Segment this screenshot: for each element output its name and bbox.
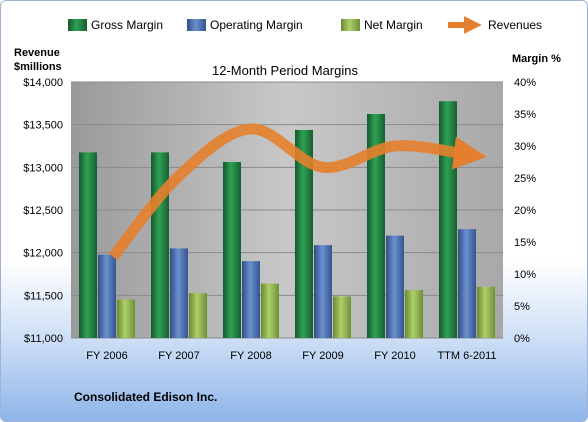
net-margin-bar <box>477 286 495 338</box>
gross-margin-bar <box>439 101 457 338</box>
legend-label-operating: Operating Margin <box>210 18 303 32</box>
gross-margin-bar <box>367 114 385 338</box>
legend-label-net: Net Margin <box>364 18 423 32</box>
left-tick-label: $14,000 <box>23 77 63 89</box>
right-tick-label: 15% <box>514 237 536 249</box>
left-axis-title-line1: Revenue <box>14 47 60 59</box>
right-axis-ticks: 0% 5% 10% 15% 20% 25% 30% 35% 40% <box>514 77 536 345</box>
net-margin-bar <box>189 293 207 338</box>
left-tick-label: $12,000 <box>23 248 63 260</box>
x-tick-label: FY 2006 <box>86 350 127 362</box>
right-tick-label: 0% <box>514 333 530 345</box>
legend-item-net-margin: Net Margin <box>341 18 423 32</box>
x-tick-label: FY 2008 <box>230 350 271 362</box>
x-tick-label: TTM 6-2011 <box>437 350 496 362</box>
operating-margin-bar <box>98 254 116 338</box>
net-margin-bar <box>261 283 279 338</box>
company-name: Consolidated Edison Inc. <box>74 390 218 404</box>
left-tick-label: $11,000 <box>24 333 63 345</box>
right-tick-label: 35% <box>514 109 536 121</box>
legend-label-gross: Gross Margin <box>91 18 163 32</box>
operating-margin-bar <box>242 261 260 338</box>
right-tick-label: 25% <box>514 173 536 185</box>
legend-item-revenues: Revenues <box>448 16 542 34</box>
net-margin-bar <box>405 290 423 338</box>
operating-margin-bar <box>314 245 332 338</box>
x-tick-label: FY 2007 <box>158 350 199 362</box>
left-tick-label: $12,500 <box>23 205 63 217</box>
legend-swatch-operating <box>187 19 206 31</box>
x-tick-label: FY 2010 <box>374 350 415 362</box>
x-tick-label: FY 2009 <box>302 350 343 362</box>
right-tick-label: 5% <box>514 301 530 313</box>
legend: Gross Margin Operating Margin Net Margin… <box>68 16 542 34</box>
left-axis-title-line2: $millions <box>14 61 62 73</box>
right-axis-title: Margin % <box>512 53 561 65</box>
operating-margin-bar <box>386 235 404 338</box>
operating-margin-bar <box>170 248 188 338</box>
revenue-line-layer <box>108 123 487 261</box>
legend-label-revenues: Revenues <box>488 18 542 32</box>
bars <box>79 101 495 338</box>
left-axis-ticks: $11,000 $11,500 $12,000 $12,500 $13,000 $13,5… <box>23 77 63 345</box>
x-axis-ticks: FY 2006 FY 2007 FY 2008 FY 2009 FY 2010 TTM 6… <box>86 350 496 362</box>
gross-margin-bar <box>151 152 169 338</box>
revenues-line <box>108 123 487 261</box>
net-margin-bar <box>117 299 135 338</box>
right-tick-label: 10% <box>514 269 536 281</box>
net-margin-bar <box>333 296 351 338</box>
left-tick-label: $13,000 <box>23 162 63 174</box>
chart-title: 12-Month Period Margins <box>212 63 358 78</box>
right-tick-label: 20% <box>514 205 536 217</box>
gross-margin-bar <box>295 130 313 338</box>
gridlines <box>71 81 503 339</box>
legend-item-gross-margin: Gross Margin <box>68 18 163 32</box>
left-tick-label: $13,500 <box>23 120 63 132</box>
legend-swatch-gross <box>68 19 87 31</box>
legend-item-operating-margin: Operating Margin <box>187 18 303 32</box>
left-tick-label: $11,500 <box>24 290 63 302</box>
right-tick-label: 30% <box>514 141 536 153</box>
operating-margin-bar <box>458 229 476 338</box>
legend-swatch-net <box>341 19 360 31</box>
gross-margin-bar <box>223 162 241 338</box>
right-tick-label: 40% <box>514 77 536 89</box>
gross-margin-bar <box>79 152 97 338</box>
